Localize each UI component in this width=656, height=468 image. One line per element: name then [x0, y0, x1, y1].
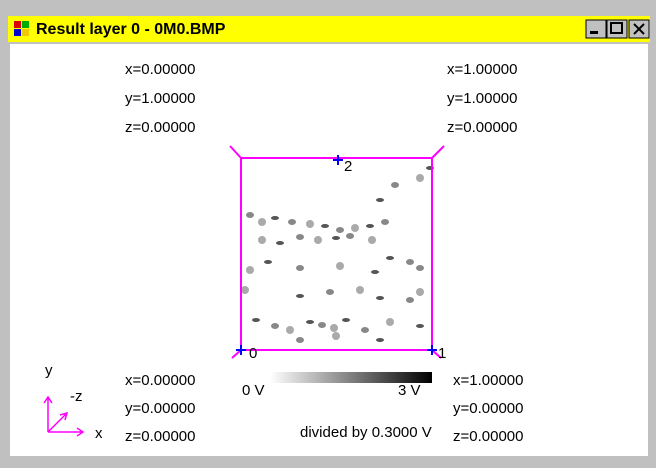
page: Result layer 0 - 0M0.BMP x=0.00000 y=1.0… [0, 0, 656, 468]
coord: y=1.00000 [447, 90, 517, 107]
image-spot [406, 259, 414, 265]
image-spot [296, 294, 304, 298]
image-spot [346, 233, 354, 239]
image-spot [258, 218, 266, 226]
image-spot [246, 212, 254, 218]
image-spot [258, 236, 266, 244]
coord: x=1.00000 [453, 372, 523, 389]
coord: y=0.00000 [453, 400, 523, 417]
image-spot [381, 219, 389, 225]
axis-label: -z [70, 388, 83, 405]
image-spot [366, 224, 374, 228]
image-spot [332, 332, 340, 340]
image-spot [318, 322, 326, 328]
image-spot [386, 318, 394, 326]
client-area [10, 44, 648, 456]
image-spot [406, 297, 414, 303]
axis-label: x [95, 425, 103, 442]
image-spot [252, 318, 260, 322]
colorbar-note: divided by 0.3000 V [300, 424, 432, 441]
image-spot [376, 338, 384, 342]
image-spot [416, 265, 424, 271]
colorbar-max: 3 V [398, 382, 421, 399]
image-spot [271, 216, 279, 220]
close-button[interactable] [629, 20, 649, 38]
image-spot [416, 324, 424, 328]
image-spot [361, 327, 369, 333]
image-spot [321, 224, 329, 228]
image-spot [356, 286, 364, 294]
image-spot [336, 227, 344, 233]
image-spot [288, 219, 296, 225]
coord: y=0.00000 [125, 400, 195, 417]
image-spot [368, 236, 376, 244]
axis-label: y [45, 362, 53, 379]
image-spot [342, 318, 350, 322]
maximize-button[interactable] [607, 20, 627, 38]
image-spot [391, 182, 399, 188]
image-spot [276, 241, 284, 245]
image-spot [376, 198, 384, 202]
window: Result layer 0 - 0M0.BMP x=0.00000 y=1.0… [0, 0, 656, 468]
image-spot [336, 262, 344, 270]
image-spot [241, 286, 249, 294]
window-title: Result layer 0 - 0M0.BMP [36, 21, 226, 38]
image-spot [386, 256, 394, 260]
image-spot [296, 265, 304, 271]
image-spot [416, 288, 424, 296]
coord: z=0.00000 [447, 119, 517, 136]
point-label: 1 [438, 345, 446, 362]
image-spot [306, 320, 314, 324]
image-spot [351, 224, 359, 232]
coord: x=0.00000 [125, 61, 195, 78]
image-spot [330, 324, 338, 332]
image-spot [306, 220, 314, 228]
image-spot [376, 296, 384, 300]
image-spot [246, 266, 254, 274]
colorbar-min: 0 V [242, 382, 265, 399]
image-spot [416, 174, 424, 182]
point-label: 2 [344, 158, 352, 175]
minimize-button[interactable] [586, 20, 606, 38]
coord: x=0.00000 [125, 372, 195, 389]
coord: z=0.00000 [453, 428, 523, 445]
image-spot [371, 270, 379, 274]
point-label: 0 [249, 345, 257, 362]
image-spot [271, 323, 279, 329]
coord: z=0.00000 [125, 428, 195, 445]
coord: x=1.00000 [447, 61, 517, 78]
image-spot [314, 236, 322, 244]
image-spot [296, 337, 304, 343]
image-spot [332, 236, 340, 240]
coord: z=0.00000 [125, 119, 195, 136]
coord: y=1.00000 [125, 90, 195, 107]
image-spot [286, 326, 294, 334]
image-spot [326, 289, 334, 295]
image-spot [264, 260, 272, 264]
image-spot [296, 234, 304, 240]
